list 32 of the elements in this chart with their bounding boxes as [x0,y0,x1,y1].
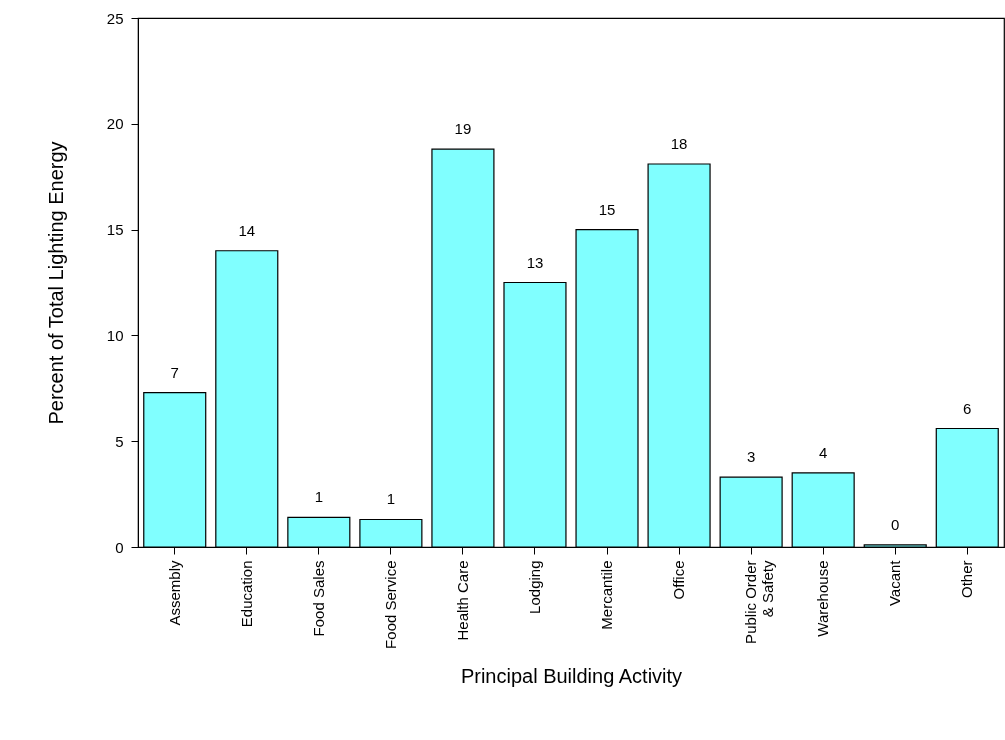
y-tick-label: 0 [115,538,124,556]
data-label: 0 [891,515,900,533]
y-axis-title: Percent of Total Lighting Energy [44,141,67,425]
data-label: 4 [818,443,828,461]
x-tick-label: Assembly [165,560,183,626]
data-label: 14 [238,221,256,239]
y-tick-label: 25 [106,9,124,27]
data-label: 18 [670,135,688,152]
data-label: 1 [314,488,324,506]
x-tick-label: Food Sales [309,560,327,637]
x-tick-label: Vacant [886,559,904,607]
data-label: 1 [386,490,396,508]
data-label: 3 [746,448,756,466]
y-tick-label: 10 [106,326,124,344]
data-label: 15 [598,200,616,218]
x-tick-label: Office [670,560,688,600]
x-tick-label: Other [958,560,976,599]
data-label: 6 [963,399,972,417]
x-axis-title: Principal Building Activity [460,664,683,687]
x-tick-label: Education [237,560,255,628]
x-tick-label: Warehouse [814,560,832,637]
x-tick-label: Public Order & Safety [742,560,777,644]
x-tick-label: Food Service [381,560,399,649]
data-label: 7 [170,363,179,381]
data-label: 19 [454,120,472,138]
x-tick-label: Health Care [453,560,471,641]
y-tick-label: 15 [106,221,124,239]
y-tick-label: 20 [106,115,124,133]
x-tick-label: Mercantile [598,560,616,630]
data-label: 13 [526,253,544,271]
y-tick-label: 5 [115,432,124,450]
x-tick-label: Lodging [525,560,543,614]
